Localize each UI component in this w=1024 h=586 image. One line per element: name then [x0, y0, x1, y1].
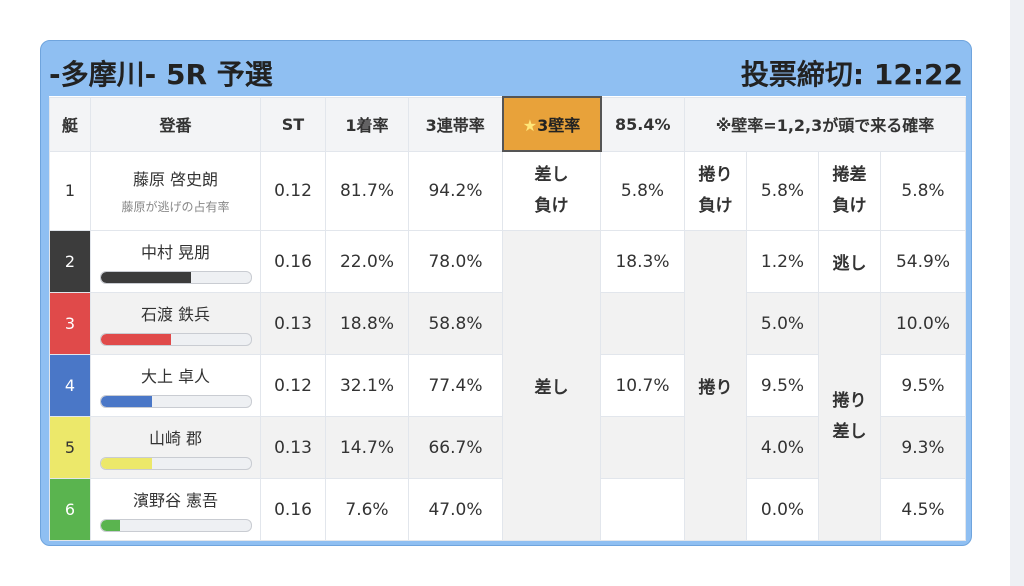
- racer-cell: 山崎 郡: [90, 416, 261, 479]
- share-bar-fill: [100, 272, 191, 283]
- share-bar: [99, 271, 252, 284]
- table-row: 1 藤原 啓史朗 藤原が逃げの占有率 0.12 81.7% 94.2% 差し 負け…: [49, 150, 966, 231]
- wall-rate-value: 85.4%: [600, 96, 685, 152]
- makurisashi-label: 捲り 差し: [818, 292, 881, 541]
- sashi-value: 18.3%: [600, 230, 685, 293]
- share-bar-fill: [100, 396, 152, 407]
- boat-number: 2: [49, 230, 91, 293]
- racer-name[interactable]: 大上 卓人: [140, 367, 211, 386]
- makurisashi-value: 10.0%: [880, 292, 966, 355]
- sashi-value: [600, 292, 685, 355]
- col-name: 登番: [90, 96, 261, 152]
- makurisashi-value: 9.5%: [880, 354, 966, 417]
- boat-number: 6: [49, 478, 91, 541]
- col-top3: 3連帯率: [408, 96, 503, 152]
- makurisashi-value: 4.5%: [880, 478, 966, 541]
- star-icon: ★: [522, 116, 538, 135]
- table-header-row: 艇 登番 ST 1着率 3連帯率 ★3壁率 85.4% ※壁率=1,2,3が頭で…: [49, 96, 966, 152]
- win1-value: 14.7%: [325, 416, 409, 479]
- vote-deadline: 投票締切: 12:22: [740, 58, 963, 91]
- wall-rate-note: ※壁率=1,2,3が頭で来る確率: [684, 96, 966, 152]
- escape-share-caption: 藤原が逃げの占有率: [121, 200, 230, 215]
- racer-cell: 濱野谷 憲吾: [90, 478, 261, 541]
- makurisashi-value: 9.3%: [880, 416, 966, 479]
- makuri-value: 5.0%: [746, 292, 819, 355]
- racer-cell: 石渡 鉄兵: [90, 292, 261, 355]
- share-bar: [99, 333, 252, 346]
- makuri-make-value: 5.8%: [746, 150, 819, 231]
- boat-number: 5: [49, 416, 91, 479]
- racer-cell: 中村 晃朋: [90, 230, 261, 293]
- right-edge-strip: [1010, 0, 1024, 586]
- top3-value: 47.0%: [408, 478, 503, 541]
- makuri-value: 4.0%: [746, 416, 819, 479]
- makuri-value: 1.2%: [746, 230, 819, 293]
- st-value: 0.13: [260, 292, 326, 355]
- nige-label: 逃し: [818, 230, 881, 293]
- racer-cell: 藤原 啓史朗 藤原が逃げの占有率: [90, 150, 261, 231]
- st-value: 0.13: [260, 416, 326, 479]
- col-win1: 1着率: [325, 96, 409, 152]
- racer-name[interactable]: 山崎 郡: [148, 429, 203, 448]
- race-title: -多摩川- 5R 予選: [49, 58, 273, 91]
- win1-value: 7.6%: [325, 478, 409, 541]
- nige-value: 54.9%: [880, 230, 966, 293]
- share-bar: [99, 457, 252, 470]
- makuri-label: 捲り: [684, 230, 747, 541]
- racer-name[interactable]: 濱野谷 憲吾: [132, 491, 219, 510]
- table-row: 3 石渡 鉄兵 0.13 18.8% 58.8% 5.0% 捲り 差し 10.0%: [49, 292, 966, 541]
- racer-name[interactable]: 中村 晃朋: [140, 243, 211, 262]
- makuri-value: 9.5%: [746, 354, 819, 417]
- boat-number: 4: [49, 354, 91, 417]
- top3-value: 77.4%: [408, 354, 503, 417]
- sashi-label: 差し: [502, 230, 601, 541]
- sashi-make-value: 5.8%: [600, 150, 685, 231]
- st-value: 0.16: [260, 478, 326, 541]
- top3-value: 94.2%: [408, 150, 503, 231]
- top3-value: 58.8%: [408, 292, 503, 355]
- boat-number: 3: [49, 292, 91, 355]
- share-bar-fill: [100, 458, 152, 469]
- makurisashi-make-value: 5.8%: [880, 150, 966, 231]
- racer-cell: 大上 卓人: [90, 354, 261, 417]
- sashi-value: [600, 416, 685, 479]
- sashi-make-label: 差し 負け: [502, 150, 601, 231]
- table-row: 4 大上 卓人 0.12 32.1% 77.4% 10.7% 9.5% 9.5%: [49, 354, 966, 417]
- racer-name[interactable]: 石渡 鉄兵: [140, 305, 211, 324]
- table-row: 2 中村 晃朋 0.16 22.0% 78.0% 差し 18.3% 捲り 1.2…: [49, 230, 966, 541]
- share-bar: [99, 395, 252, 408]
- share-bar: [99, 519, 252, 532]
- st-value: 0.12: [260, 150, 326, 231]
- win1-value: 18.8%: [325, 292, 409, 355]
- win1-value: 22.0%: [325, 230, 409, 293]
- share-bar-fill: [100, 334, 171, 345]
- top3-value: 66.7%: [408, 416, 503, 479]
- table-row: 6 濱野谷 憲吾 0.16 7.6% 47.0% 0.0% 4.5%: [49, 478, 966, 541]
- makuri-value: 0.0%: [746, 478, 819, 541]
- race-stats-table: 艇 登番 ST 1着率 3連帯率 ★3壁率 85.4% ※壁率=1,2,3が頭で…: [49, 96, 966, 541]
- sashi-value: 10.7%: [600, 354, 685, 417]
- sashi-value: [600, 478, 685, 541]
- wall-rate-label: 3壁率: [537, 116, 581, 135]
- win1-value: 81.7%: [325, 150, 409, 231]
- col-st: ST: [260, 96, 326, 152]
- top3-value: 78.0%: [408, 230, 503, 293]
- st-value: 0.12: [260, 354, 326, 417]
- wall-rate-button[interactable]: ★3壁率: [501, 96, 602, 152]
- share-bar-fill: [100, 520, 120, 531]
- win1-value: 32.1%: [325, 354, 409, 417]
- makurisashi-make-label: 捲差 負け: [818, 150, 881, 231]
- makuri-make-label: 捲り 負け: [684, 150, 747, 231]
- race-card: -多摩川- 5R 予選 投票締切: 12:22 艇 登番 ST 1着率 3連帯率…: [40, 40, 972, 546]
- col-boat: 艇: [49, 96, 91, 152]
- st-value: 0.16: [260, 230, 326, 293]
- racer-name[interactable]: 藤原 啓史朗: [132, 170, 219, 190]
- boat-number: 1: [49, 150, 91, 231]
